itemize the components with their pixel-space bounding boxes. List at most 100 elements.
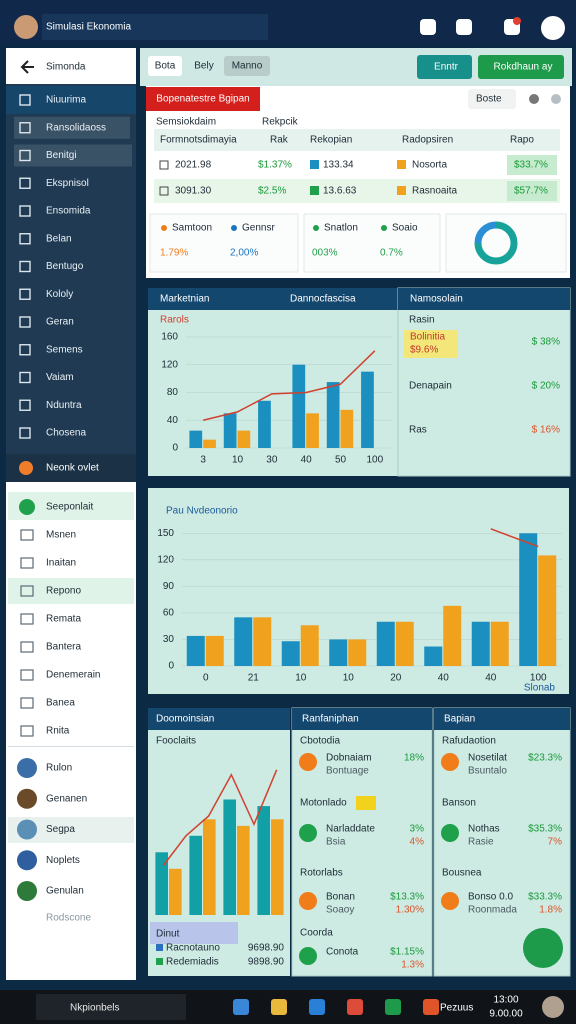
button-label[interactable]: Enntr (434, 62, 459, 73)
bar (376, 621, 395, 666)
y-tick-label: 120 (157, 554, 174, 565)
nav-icon (20, 529, 34, 541)
nav-icon (20, 585, 34, 597)
row-label: Motonlado (300, 798, 347, 809)
tab-label[interactable]: Manno (232, 61, 263, 72)
person-name[interactable]: Noplets (46, 855, 80, 866)
nav-item[interactable]: Geran (46, 317, 74, 328)
nav-item[interactable]: Ekspnisol (46, 178, 89, 189)
nav-icon (19, 499, 35, 515)
nav-item[interactable]: Benitgi (46, 150, 77, 161)
nav-item[interactable]: Bantera (46, 642, 81, 653)
kpi-value: 003% (312, 248, 338, 259)
nav-back[interactable]: Simonda (46, 62, 86, 73)
button[interactable] (478, 55, 564, 79)
taskbar-app[interactable] (385, 999, 401, 1015)
nav-item[interactable]: Repono (46, 586, 81, 597)
column-header: Rak (270, 135, 289, 146)
row-icon (310, 160, 319, 169)
nav-icon (19, 177, 31, 189)
item-value: $ 16% (532, 425, 560, 436)
y-tick-label: 40 (167, 415, 179, 426)
nav-item[interactable]: Ransolidaoss (46, 122, 106, 133)
bar (271, 819, 284, 915)
tab-label[interactable]: Bota (155, 61, 176, 72)
button[interactable] (417, 55, 472, 79)
row-icon (299, 892, 317, 910)
nav-item[interactable]: Kololy (46, 289, 73, 300)
person-name[interactable]: Genanen (46, 793, 87, 804)
nav-item[interactable]: Seeponlait (46, 502, 93, 513)
x-tick-label: 40 (438, 673, 450, 684)
person-name[interactable]: Rulon (46, 763, 72, 774)
x-tick-label: 40 (301, 455, 313, 466)
toolbar-icon[interactable] (456, 19, 472, 35)
row-sub: Rasie (468, 837, 494, 848)
taskbar-app[interactable] (271, 999, 287, 1015)
row-label: Nosetilat (468, 753, 507, 764)
taskbar-app[interactable] (233, 999, 249, 1015)
row-label: Conota (326, 947, 359, 958)
bar (490, 621, 509, 666)
nav-item[interactable]: Nduntra (46, 400, 82, 411)
search-box[interactable] (36, 994, 186, 1020)
person-name[interactable]: Genulan (46, 886, 84, 897)
nav-item[interactable]: Niuurima (46, 95, 86, 106)
chart-tab[interactable]: Dannocfascisa (290, 294, 356, 305)
item-label: Rasin (409, 315, 435, 326)
taskbar-app[interactable] (423, 999, 439, 1015)
nav-highlight (14, 144, 132, 167)
item-label: Denapain (409, 381, 452, 392)
search-text[interactable]: Nkpionbels (70, 1003, 119, 1014)
bar (395, 621, 414, 666)
person-name[interactable]: Segpa (46, 824, 75, 835)
button-label[interactable]: Rokdhaun ay (494, 62, 553, 73)
tab-label[interactable]: Bely (194, 61, 213, 72)
nav-item[interactable]: Remata (46, 614, 81, 625)
nav-item[interactable]: Inaitan (46, 558, 76, 569)
row-sub: Roonmada (468, 905, 517, 916)
nav-item[interactable]: Semens (46, 344, 83, 355)
bar (223, 413, 237, 448)
y-tick-label: 60 (163, 608, 175, 619)
list-section (436, 794, 568, 812)
profile-name[interactable]: Neonk ovlet (46, 463, 99, 474)
filter-label[interactable]: Boste (476, 94, 502, 105)
y-tick-label: 90 (163, 581, 175, 592)
nav-icon (19, 344, 31, 356)
toolbar-icon[interactable] (420, 19, 436, 35)
nav-icon (19, 233, 31, 245)
taskbar-app[interactable] (309, 999, 325, 1015)
nav-item[interactable]: Banea (46, 698, 75, 709)
trend-line (202, 350, 376, 421)
row-label: Narladdate (326, 824, 375, 835)
checkbox[interactable] (159, 160, 169, 170)
nav-item[interactable]: Denemerain (46, 670, 100, 681)
fab-button[interactable] (523, 928, 563, 968)
nav-item[interactable]: Bentugo (46, 261, 84, 272)
legend-swatch (156, 944, 163, 951)
bar (258, 400, 271, 448)
bar (424, 646, 443, 666)
nav-item[interactable]: Chosena (46, 428, 86, 439)
nav-item[interactable]: Msnen (46, 530, 76, 541)
item-sub: $9.6% (410, 345, 438, 356)
bar (443, 605, 462, 666)
nav-item[interactable]: Vaiam (46, 372, 74, 383)
nav-item[interactable]: Rnita (46, 726, 70, 737)
panel-header (434, 708, 570, 730)
kpi-value: 1.79% (160, 248, 188, 259)
chart-title: Doomoinsian (156, 714, 214, 725)
section-label: Semsiokdaim (156, 117, 216, 128)
bar (169, 868, 182, 915)
panel-header (148, 708, 290, 730)
legend-label: Racnotauno (166, 943, 220, 954)
taskbar-app[interactable] (347, 999, 363, 1015)
panel-title: Ranfaniphan (302, 714, 359, 725)
person-avatar (17, 850, 37, 871)
checkbox[interactable] (159, 186, 169, 196)
nav-item[interactable]: Ensomida (46, 206, 91, 217)
kpi-card (149, 213, 299, 273)
x-tick-label: 21 (248, 673, 260, 684)
nav-item[interactable]: Belan (46, 233, 72, 244)
